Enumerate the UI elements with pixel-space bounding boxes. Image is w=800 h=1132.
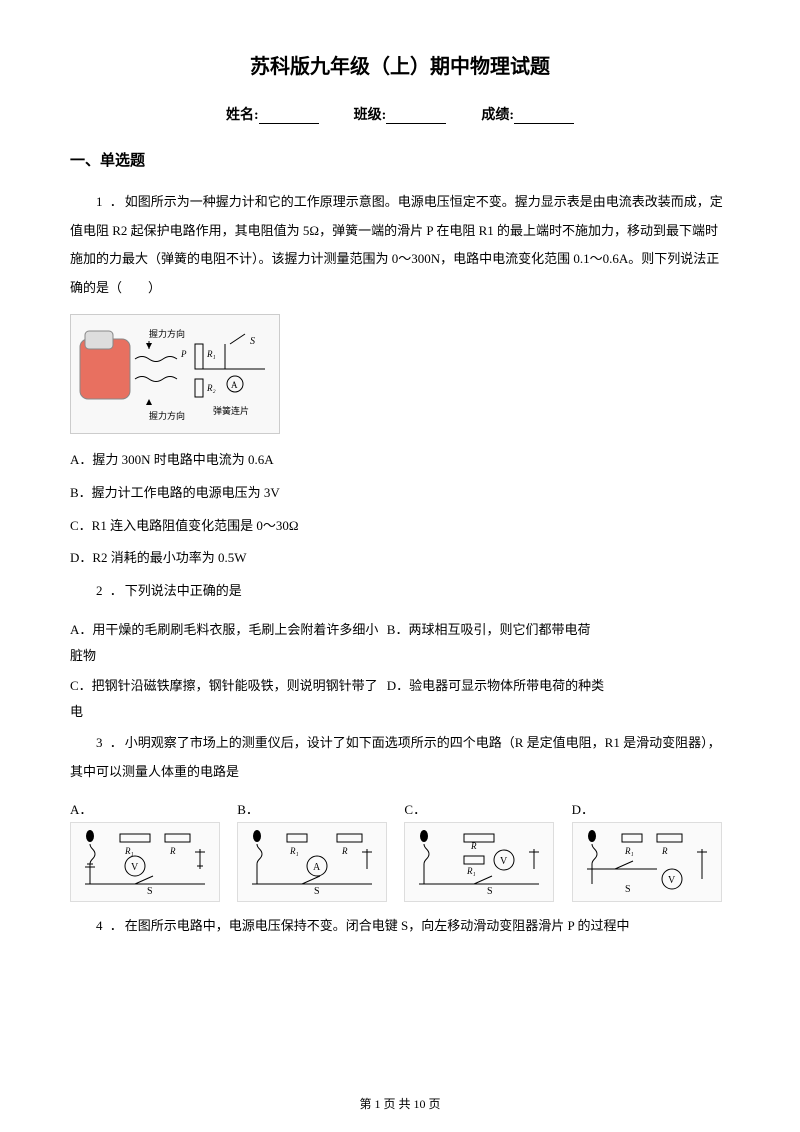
q4-text: 在图所示电路中，电源电压保持不变。闭合电键 S，向左移动滑动变阻器滑片 P 的过…: [125, 918, 630, 933]
score-blank[interactable]: [514, 110, 574, 124]
student-info-line: 姓名: 班级: 成绩:: [70, 104, 730, 124]
svg-text:S: S: [250, 336, 255, 347]
q4-num: 4 ．: [96, 918, 125, 933]
svg-text:R₁: R₁: [624, 846, 634, 856]
svg-text:S: S: [147, 886, 153, 897]
circuit-diagram-icon: 握力方向 R₁ R₂ P A S 握力方向 弹簧连片: [75, 319, 275, 429]
question-2: 2 ．下列说法中正确的是: [70, 577, 730, 606]
q3-option-b: B． R₁ A R S: [237, 799, 395, 902]
svg-text:握力方向: 握力方向: [149, 410, 185, 421]
q1-figure: 握力方向 R₁ R₂ P A S 握力方向 弹簧连片: [70, 314, 280, 434]
svg-text:V: V: [668, 875, 676, 886]
q3-label-a: A．: [70, 799, 228, 818]
q2-options-cd: C．把钢针沿磁铁摩擦，钢针能吸铁，则说明钢针带了电 D．验电器可显示物体所带电荷…: [70, 673, 730, 725]
q3-options-row: A． R₁ V R S B． R₁ A R S C． R R₁ V S D． R₁ R V S: [70, 799, 730, 902]
svg-text:R: R: [341, 846, 348, 856]
q1-option-b: B．握力计工作电路的电源电压为 3V: [70, 479, 730, 508]
circuit-d-icon: R₁ R V S: [572, 822, 722, 902]
q1-option-c: C．R1 连入电路阻值变化范围是 0～30Ω: [70, 512, 730, 541]
page-title: 苏科版九年级（上）期中物理试题: [70, 50, 730, 79]
q3-label-c: C．: [404, 799, 562, 818]
score-label: 成绩:: [481, 108, 514, 123]
svg-text:R₁: R₁: [466, 866, 476, 876]
q2-options-ab: A．用干燥的毛刷刷毛料衣服，毛刷上会附着许多细小脏物 B．两球相互吸引，则它们都…: [70, 617, 730, 669]
svg-text:R₁: R₁: [289, 846, 299, 856]
q3-label-d: D．: [572, 799, 730, 818]
q3-num: 3 ．: [96, 735, 125, 750]
question-1: 1 ．如图所示为一种握力计和它的工作原理示意图。电源电压恒定不变。握力显示表是由…: [70, 188, 730, 302]
q1-option-d: D．R2 消耗的最小功率为 0.5W: [70, 544, 730, 573]
svg-text:弹簧连片: 弹簧连片: [213, 405, 249, 416]
svg-text:R₁: R₁: [206, 349, 216, 359]
circuit-b-icon: R₁ A R S: [237, 822, 387, 902]
q3-option-a: A． R₁ V R S: [70, 799, 228, 902]
svg-text:R₂: R₂: [206, 383, 216, 393]
q3-text: 小明观察了市场上的测重仪后，设计了如下面选项所示的四个电路（R 是定值电阻，R1…: [70, 735, 721, 779]
q2-option-d: D．验电器可显示物体所带电荷的种类: [387, 673, 730, 725]
svg-text:S: S: [625, 884, 631, 895]
q2-text: 下列说法中正确的是: [125, 583, 242, 598]
section-header: 一、单选题: [70, 149, 730, 170]
question-3: 3 ．小明观察了市场上的测重仪后，设计了如下面选项所示的四个电路（R 是定值电阻…: [70, 729, 730, 786]
q1-num: 1 ．: [96, 194, 125, 209]
q3-option-d: D． R₁ R V S: [572, 799, 730, 902]
name-blank[interactable]: [259, 110, 319, 124]
q2-option-a: A．用干燥的毛刷刷毛料衣服，毛刷上会附着许多细小脏物: [70, 617, 387, 669]
q1-text: 如图所示为一种握力计和它的工作原理示意图。电源电压恒定不变。握力显示表是由电流表…: [70, 194, 723, 295]
q2-num: 2 ．: [96, 583, 125, 598]
class-label: 班级:: [354, 108, 387, 123]
name-label: 姓名:: [226, 108, 259, 123]
svg-text:握力方向: 握力方向: [149, 328, 185, 339]
class-blank[interactable]: [386, 110, 446, 124]
svg-text:A: A: [313, 862, 321, 873]
q2-option-b: B．两球相互吸引，则它们都带电荷: [387, 617, 730, 669]
question-4: 4 ．在图所示电路中，电源电压保持不变。闭合电键 S，向左移动滑动变阻器滑片 P…: [70, 912, 730, 941]
q3-option-c: C． R R₁ V S: [404, 799, 562, 902]
q2-option-c: C．把钢针沿磁铁摩擦，钢针能吸铁，则说明钢针带了电: [70, 673, 387, 725]
svg-text:A: A: [231, 380, 238, 390]
svg-text:R₁: R₁: [124, 846, 134, 856]
svg-text:R: R: [169, 846, 176, 856]
svg-text:P: P: [180, 349, 187, 359]
circuit-a-icon: R₁ V R S: [70, 822, 220, 902]
q3-label-b: B．: [237, 799, 395, 818]
svg-text:V: V: [500, 856, 508, 867]
circuit-c-icon: R R₁ V S: [404, 822, 554, 902]
svg-text:S: S: [314, 886, 320, 897]
page-footer: 第 1 页 共 10 页: [0, 1095, 800, 1112]
svg-text:R: R: [661, 846, 668, 856]
svg-text:R: R: [470, 841, 477, 851]
svg-text:V: V: [131, 862, 139, 873]
svg-text:S: S: [487, 886, 493, 897]
q1-option-a: A．握力 300N 时电路中电流为 0.6A: [70, 446, 730, 475]
